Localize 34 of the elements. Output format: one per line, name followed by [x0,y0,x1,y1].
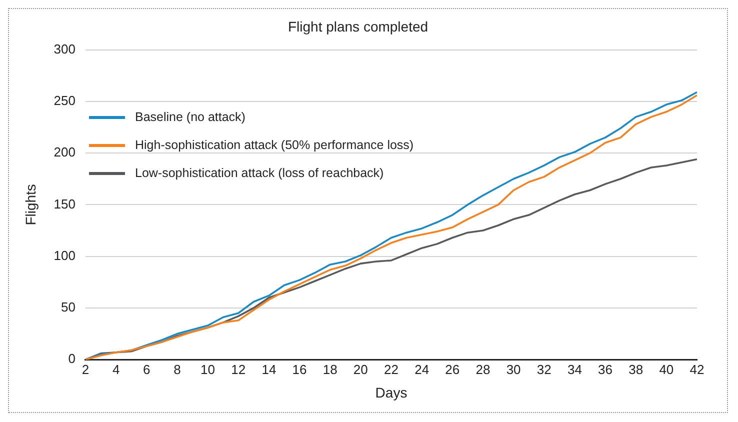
x-tick-label: 14 [262,362,276,377]
x-tick-label: 8 [174,362,181,377]
y-tick-label: 50 [61,300,76,315]
x-tick-label: 26 [445,362,460,377]
x-tick-label: 42 [690,362,704,377]
x-tick-label: 30 [506,362,521,377]
x-tick-label: 24 [414,362,430,377]
y-tick-label: 150 [54,196,76,212]
x-axis-title: Days [375,384,408,400]
y-tick-label: 200 [54,144,76,160]
x-tick-label: 38 [628,362,644,377]
y-tick-label: 250 [54,93,76,108]
chart-title: Flight plans completed [288,18,428,34]
x-tick-label: 36 [598,362,613,377]
legend-label: Low-sophistication attack (loss of reachback) [135,166,384,180]
x-tick-label: 20 [353,362,368,377]
x-tick-label: 28 [476,362,490,377]
x-tick-label: 2 [82,362,90,377]
x-tick-label: 40 [659,362,674,377]
x-tick-label: 12 [231,362,246,377]
legend-label: Baseline (no attack) [135,110,246,124]
y-axis-title: Flights [22,184,38,226]
x-tick-label: 10 [200,362,216,377]
x-tick-label: 4 [112,362,120,377]
x-tick-label: 22 [384,362,398,377]
x-tick-label: 18 [322,362,338,377]
x-tick-label: 6 [143,362,150,377]
x-tick-label: 34 [567,362,582,377]
y-tick-label: 0 [68,351,76,366]
x-tick-label: 32 [536,362,552,377]
y-tick-label: 100 [54,248,76,263]
x-tick-label: 16 [292,362,307,377]
legend-label: High-sophistication attack (50% performance loss) [135,138,414,152]
y-tick-label: 300 [54,41,76,56]
